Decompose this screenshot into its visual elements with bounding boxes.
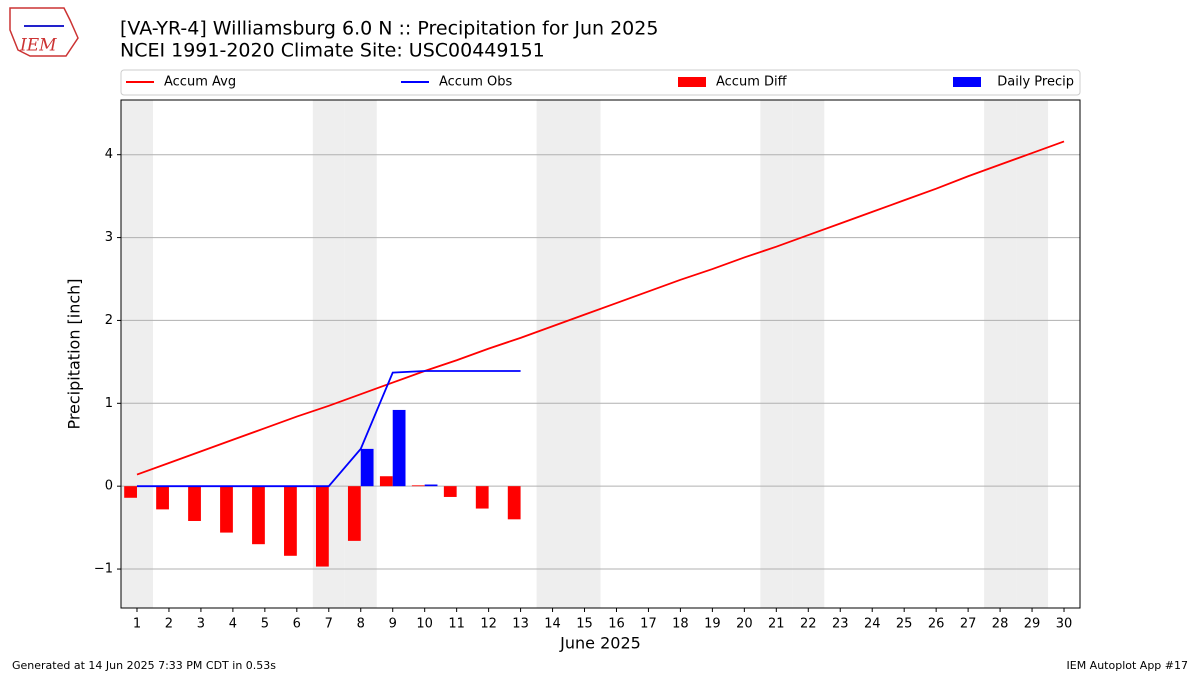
bar bbox=[188, 486, 201, 521]
bar bbox=[411, 485, 425, 487]
bar bbox=[347, 486, 361, 541]
x-tick-label: 23 bbox=[832, 617, 849, 632]
x-tick-label: 18 bbox=[672, 617, 689, 632]
logo: IEM bbox=[9, 7, 79, 57]
legend-label: Accum Avg bbox=[164, 75, 236, 90]
line bbox=[136, 140, 1065, 476]
weekend-band bbox=[536, 100, 569, 608]
x-tick-label: 10 bbox=[416, 617, 433, 632]
footer-right: IEM Autoplot App #17 bbox=[1067, 659, 1189, 672]
y-tick-label: 4 bbox=[105, 147, 113, 162]
logo-text: IEM bbox=[19, 36, 57, 56]
x-tick-label: 24 bbox=[864, 617, 881, 632]
x-tick-label: 13 bbox=[512, 617, 529, 632]
bar bbox=[507, 486, 521, 520]
x-tick-label: 30 bbox=[1056, 617, 1073, 632]
weekend-band bbox=[760, 100, 793, 608]
weekend-band bbox=[568, 100, 601, 608]
bar bbox=[360, 448, 374, 487]
x-tick-label: 17 bbox=[640, 617, 657, 632]
x-tick-label: 27 bbox=[960, 617, 977, 632]
weekend-band bbox=[984, 100, 1017, 608]
bar bbox=[315, 486, 329, 567]
legend-label: Accum Diff bbox=[716, 75, 788, 90]
x-tick-label: 14 bbox=[544, 617, 561, 632]
weekend-band bbox=[121, 100, 153, 608]
x-tick-label: 3 bbox=[197, 617, 205, 632]
legend-label: Daily Precip bbox=[997, 75, 1074, 90]
bar bbox=[124, 486, 137, 498]
x-tick-label: 28 bbox=[992, 617, 1009, 632]
x-tick-label: 1 bbox=[133, 617, 141, 632]
x-tick-label: 2 bbox=[165, 617, 173, 632]
x-tick-label: 7 bbox=[325, 617, 333, 632]
bar bbox=[424, 484, 438, 487]
x-tick-label: 8 bbox=[357, 617, 365, 632]
x-tick-label: 26 bbox=[928, 617, 945, 632]
x-tick-label: 22 bbox=[800, 617, 817, 632]
x-tick-label: 21 bbox=[768, 617, 785, 632]
x-tick-label: 15 bbox=[576, 617, 593, 632]
bar bbox=[156, 486, 169, 510]
x-tick-label: 9 bbox=[389, 617, 397, 632]
legend-frame bbox=[120, 69, 1081, 96]
footer-left: Generated at 14 Jun 2025 7:33 PM CDT in … bbox=[12, 659, 276, 672]
logo-outline bbox=[9, 7, 79, 57]
chart-subtitle: NCEI 1991-2020 Climate Site: USC00449151 bbox=[120, 40, 545, 62]
x-tick-label: 25 bbox=[896, 617, 913, 632]
x-tick-label: 4 bbox=[229, 617, 237, 632]
bar bbox=[475, 486, 489, 509]
bar bbox=[379, 476, 393, 487]
x-tick-label: 16 bbox=[608, 617, 625, 632]
x-tick-label: 19 bbox=[704, 617, 721, 632]
y-tick-label: 3 bbox=[105, 230, 113, 245]
plot-frame bbox=[120, 99, 1081, 609]
bar bbox=[220, 486, 233, 533]
line bbox=[136, 370, 521, 488]
x-tick-label: 11 bbox=[448, 617, 465, 632]
chart-title: [VA-YR-4] Williamsburg 6.0 N :: Precipit… bbox=[120, 18, 658, 40]
x-tick-label: 5 bbox=[261, 617, 269, 632]
bar bbox=[252, 486, 265, 545]
bar bbox=[284, 486, 297, 556]
x-tick-label: 6 bbox=[293, 617, 301, 632]
bar bbox=[392, 409, 406, 487]
legend-label: Accum Obs bbox=[439, 75, 512, 90]
x-tick-label: 12 bbox=[480, 617, 497, 632]
legend-swatch bbox=[678, 77, 706, 87]
weekend-band bbox=[792, 100, 825, 608]
bar bbox=[443, 486, 457, 497]
y-axis-label: Precipitation [inch] bbox=[65, 278, 84, 429]
x-axis-label: June 2025 bbox=[559, 634, 641, 653]
y-tick-label: 0 bbox=[105, 479, 113, 494]
y-tick-label: 1 bbox=[105, 396, 113, 411]
x-tick-label: 20 bbox=[736, 617, 753, 632]
weekend-band bbox=[1016, 100, 1049, 608]
y-tick-label: −1 bbox=[94, 562, 113, 577]
y-tick-label: 2 bbox=[105, 313, 113, 328]
legend-swatch bbox=[953, 77, 981, 87]
x-tick-label: 29 bbox=[1024, 617, 1041, 632]
